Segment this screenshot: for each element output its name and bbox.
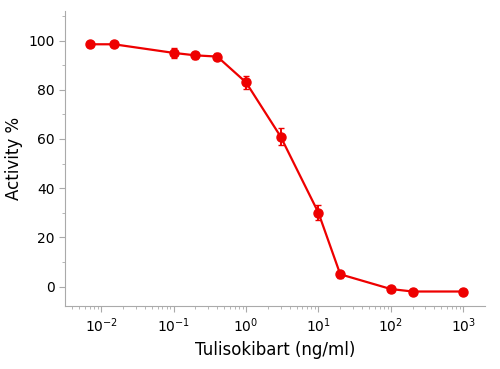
X-axis label: Tulisokibart (ng/ml): Tulisokibart (ng/ml): [195, 341, 355, 359]
Y-axis label: Activity %: Activity %: [4, 117, 22, 200]
